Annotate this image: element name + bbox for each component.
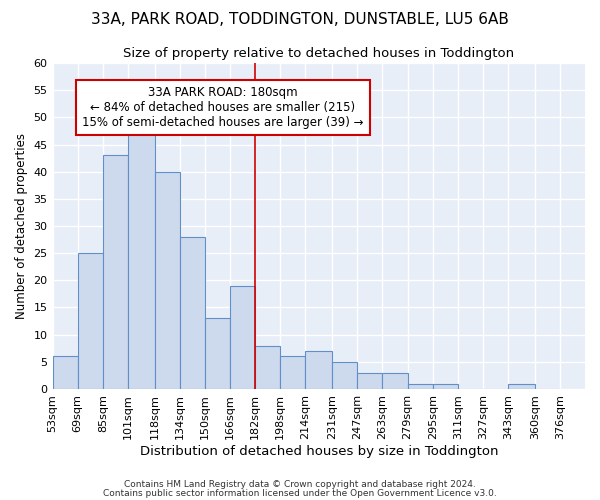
Text: Contains HM Land Registry data © Crown copyright and database right 2024.: Contains HM Land Registry data © Crown c… bbox=[124, 480, 476, 489]
Bar bbox=[180, 237, 205, 389]
Text: 33A PARK ROAD: 180sqm
← 84% of detached houses are smaller (215)
15% of semi-det: 33A PARK ROAD: 180sqm ← 84% of detached … bbox=[82, 86, 364, 129]
Bar bbox=[53, 356, 77, 389]
X-axis label: Distribution of detached houses by size in Toddington: Distribution of detached houses by size … bbox=[140, 444, 498, 458]
Bar bbox=[332, 362, 357, 389]
Bar bbox=[103, 156, 128, 389]
Bar bbox=[230, 286, 255, 389]
Bar bbox=[280, 356, 305, 389]
Bar bbox=[128, 134, 155, 389]
Title: Size of property relative to detached houses in Toddington: Size of property relative to detached ho… bbox=[123, 48, 514, 60]
Bar bbox=[508, 384, 535, 389]
Bar bbox=[77, 253, 103, 389]
Bar bbox=[433, 384, 458, 389]
Bar bbox=[407, 384, 433, 389]
Bar bbox=[155, 172, 180, 389]
Bar bbox=[205, 318, 230, 389]
Bar bbox=[382, 372, 407, 389]
Text: 33A, PARK ROAD, TODDINGTON, DUNSTABLE, LU5 6AB: 33A, PARK ROAD, TODDINGTON, DUNSTABLE, L… bbox=[91, 12, 509, 28]
Bar bbox=[255, 346, 280, 389]
Bar bbox=[357, 372, 382, 389]
Bar bbox=[305, 351, 332, 389]
Text: Contains public sector information licensed under the Open Government Licence v3: Contains public sector information licen… bbox=[103, 488, 497, 498]
Y-axis label: Number of detached properties: Number of detached properties bbox=[15, 133, 28, 319]
